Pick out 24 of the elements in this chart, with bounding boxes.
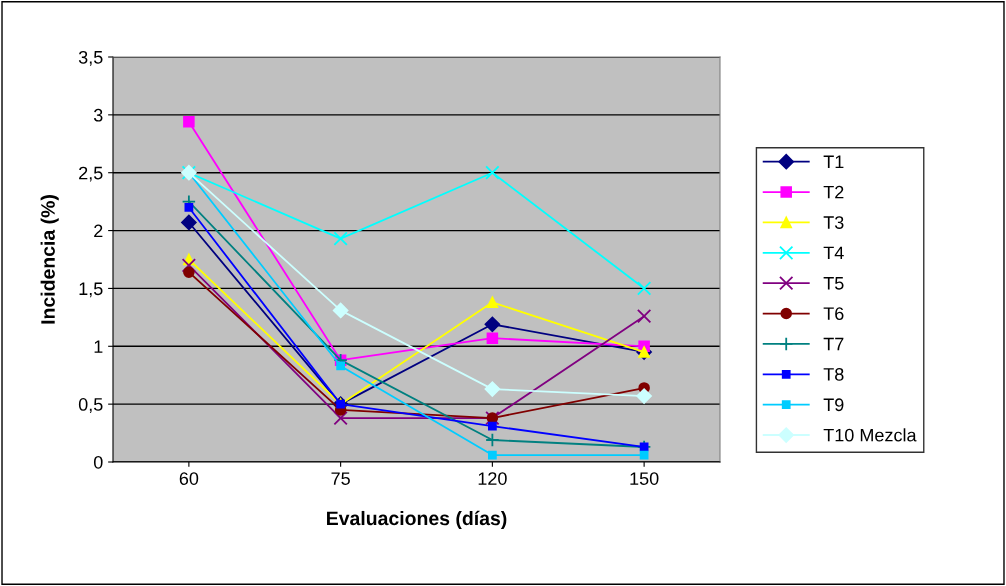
- legend-label: T8: [823, 367, 844, 381]
- y-tick-label: 1: [94, 340, 103, 353]
- y-tick-label: 0,5: [78, 398, 103, 413]
- y-tick-label: 2,5: [79, 166, 103, 182]
- legend-label: T6: [823, 307, 844, 321]
- legend-label: T10 Mezcla: [823, 428, 917, 442]
- x-tick-label: 75: [331, 472, 350, 485]
- y-tick-label: 2: [94, 224, 103, 238]
- x-tick-label: 60: [179, 472, 199, 485]
- legend-label: T4: [823, 246, 844, 260]
- legend-label: T7: [823, 337, 844, 351]
- x-tick-label: 150: [630, 472, 659, 485]
- legend-label: T5: [823, 277, 844, 290]
- legend-label: T2: [823, 185, 844, 199]
- y-tick-label: 3,5: [78, 50, 103, 66]
- y-tick-label: 3: [93, 108, 103, 122]
- y-axis-title: Incidencia (%): [40, 195, 59, 324]
- legend-label: T3: [823, 216, 844, 229]
- legend-label: T1: [823, 155, 844, 168]
- x-axis-title: Evaluaciones (días): [327, 510, 507, 530]
- y-tick-label: 0: [93, 455, 103, 469]
- y-tick-label: 1,5: [79, 282, 103, 298]
- x-tick-label: 120: [478, 472, 507, 485]
- legend-label: T9: [823, 398, 844, 412]
